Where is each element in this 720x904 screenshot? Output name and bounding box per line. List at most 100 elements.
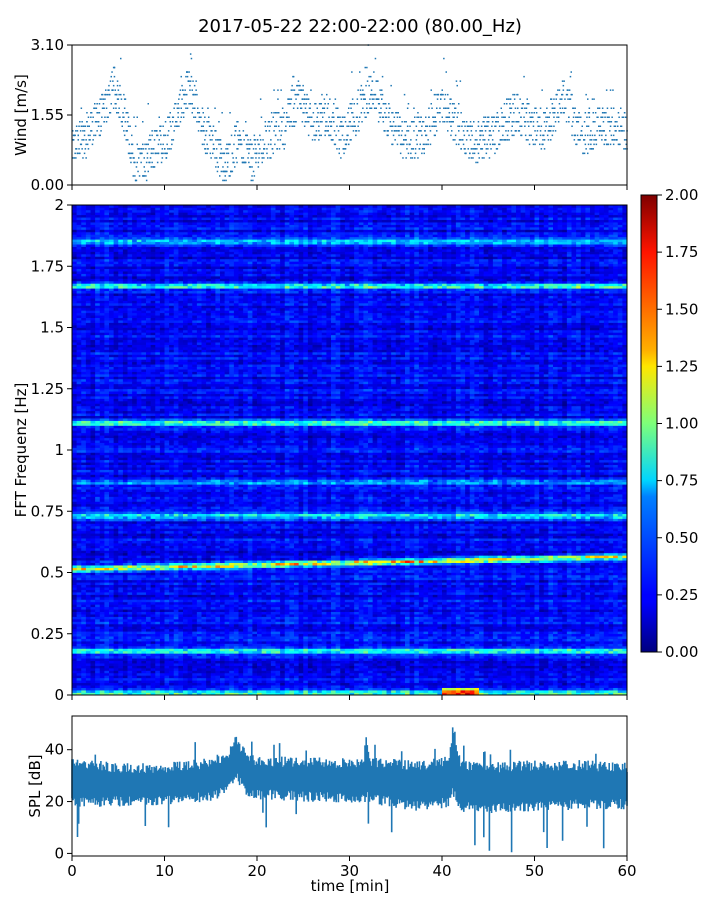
wind-point <box>368 85 370 87</box>
spectrogram-cell <box>553 680 558 683</box>
wind-point <box>496 117 498 119</box>
wind-point <box>486 121 488 123</box>
wind-point <box>276 126 278 128</box>
spectrogram-cell <box>299 634 304 637</box>
wind-point <box>482 148 484 150</box>
spectrogram-cell <box>609 671 614 674</box>
spectrogram-cell <box>289 644 294 647</box>
spectrogram-cell <box>104 685 109 688</box>
spectrogram-cell <box>442 646 447 649</box>
spectrogram-cell <box>368 680 373 683</box>
spectrogram-cell <box>257 636 262 639</box>
spectrogram-cell <box>461 629 466 632</box>
spectrogram-cell <box>202 644 207 647</box>
spectrogram-cell <box>331 673 336 676</box>
spectrogram-cell <box>465 634 470 637</box>
spectrogram-cell <box>548 636 553 639</box>
spectrogram-cell <box>544 666 549 669</box>
wind-point <box>270 157 272 159</box>
spectrogram-cell <box>211 661 216 664</box>
spectrogram-cell <box>493 651 498 654</box>
spectrogram-cell <box>313 673 318 676</box>
spectrogram-cell <box>428 658 433 661</box>
wind-point <box>351 71 353 73</box>
wind-point <box>618 117 620 119</box>
spectrogram-cell <box>243 629 248 632</box>
spectrogram-cell <box>539 673 544 676</box>
spectrogram-cell <box>322 644 327 647</box>
spectrogram-cell <box>535 666 540 669</box>
spectrogram-cell <box>331 685 336 688</box>
spectrogram-cell <box>322 683 327 686</box>
wind-point <box>459 126 461 128</box>
spectrogram-cell <box>576 688 581 691</box>
spectrogram-cell <box>428 629 433 632</box>
wind-point <box>222 166 224 168</box>
spectrogram-cell <box>220 639 225 642</box>
spectrogram-cell <box>414 636 419 639</box>
wind-point <box>221 112 223 114</box>
spectrogram-cell <box>294 658 299 661</box>
spectrogram-cell <box>470 675 475 678</box>
spectrogram-cell <box>234 644 239 647</box>
spectrogram-cell <box>313 683 318 686</box>
spectrogram-cell <box>474 644 479 647</box>
spectrogram-cell <box>303 651 308 654</box>
spectrogram-cell <box>211 680 216 683</box>
spectrogram-cell <box>428 666 433 669</box>
wind-point <box>462 121 464 123</box>
spectrogram-cell <box>229 671 234 674</box>
spectrogram-cell <box>202 631 207 634</box>
spectrogram-cell <box>368 641 373 644</box>
spectrogram-cell <box>326 673 331 676</box>
spectrogram-cell <box>535 636 540 639</box>
wind-point <box>152 153 154 155</box>
spectrogram-cell <box>354 658 359 661</box>
spectrogram-cell <box>461 661 466 664</box>
spectrogram-cell <box>141 683 146 686</box>
spectrogram-cell <box>419 668 424 671</box>
wind-point <box>431 103 433 105</box>
spectrogram-cell <box>220 646 225 649</box>
spectrogram-cell <box>313 634 318 637</box>
spectrogram-cell <box>350 651 355 654</box>
spectrogram-cell <box>613 671 618 674</box>
spectrogram-cell <box>424 671 429 674</box>
spectrogram-cell <box>141 671 146 674</box>
wind-point <box>186 94 188 96</box>
spectrogram-cell <box>498 636 503 639</box>
spectrogram-cell <box>405 668 410 671</box>
spectrogram-cell <box>262 690 267 693</box>
spectrogram-cell <box>590 675 595 678</box>
spectrogram-cell <box>137 668 142 671</box>
spectrogram-cell <box>613 653 618 656</box>
wind-point <box>317 117 319 119</box>
spectrogram-cell <box>368 658 373 661</box>
spectrogram-cell <box>248 653 253 656</box>
wind-point <box>408 103 410 105</box>
spectrogram-cell <box>289 668 294 671</box>
wind-point <box>320 112 322 114</box>
spectrogram-cell <box>81 666 86 669</box>
spectrogram-cell <box>359 658 364 661</box>
spectrogram-cell <box>271 648 276 651</box>
spectrogram-cell <box>419 685 424 688</box>
wind-point <box>255 148 257 150</box>
spectrogram-cell <box>225 675 230 678</box>
spectrogram-cell <box>128 663 133 666</box>
spectrogram-cell <box>169 690 174 693</box>
spectrogram-cell <box>572 663 577 666</box>
wind-point <box>324 108 326 110</box>
spectrogram-cell <box>567 646 572 649</box>
wind-point <box>180 89 182 91</box>
spectrogram-cell <box>276 666 281 669</box>
wind-point <box>623 130 625 132</box>
spectrogram-cell <box>609 641 614 644</box>
spectrogram-cell <box>294 678 299 681</box>
spectrogram-cell <box>132 641 137 644</box>
spectrogram-cell <box>262 636 267 639</box>
spectrogram-cell <box>151 631 156 634</box>
spectrogram-cell <box>192 636 197 639</box>
wind-point <box>439 108 441 110</box>
spectrogram-cell <box>248 639 253 642</box>
